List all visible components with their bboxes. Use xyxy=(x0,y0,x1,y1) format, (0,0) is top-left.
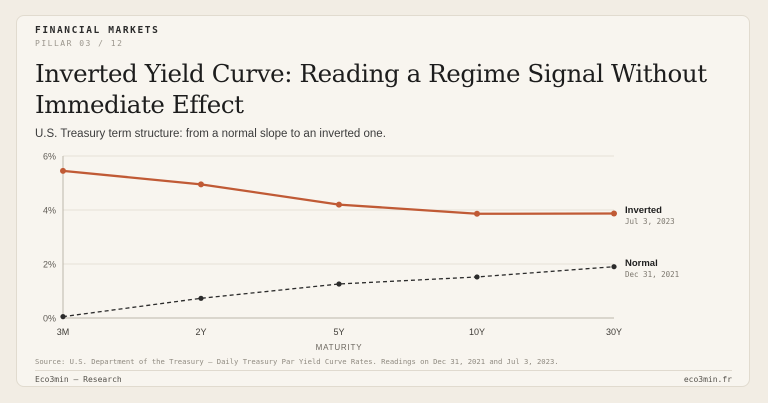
footer-site: eco3min.fr xyxy=(683,375,732,384)
chart-subtitle: U.S. Treasury term structure: from a nor… xyxy=(35,128,386,140)
y-tick-label: 6% xyxy=(43,152,56,162)
y-tick-label: 0% xyxy=(43,314,56,324)
x-tick-label: 5Y xyxy=(333,327,344,337)
data-point-inverted xyxy=(611,210,617,217)
data-point-inverted xyxy=(60,167,66,174)
data-point-inverted xyxy=(198,181,204,188)
series-label-normal: Normal xyxy=(625,258,658,269)
series-date-inverted: Jul 3, 2023 xyxy=(625,217,675,226)
x-tick-label: 10Y xyxy=(469,327,485,337)
series-line-normal xyxy=(62,266,615,318)
x-axis-title: MATURITY xyxy=(316,343,363,352)
y-tick-label: 2% xyxy=(43,260,56,270)
data-point-normal xyxy=(60,314,66,320)
chart-card xyxy=(16,15,750,387)
footer-divider xyxy=(35,370,732,371)
y-tick-label: 4% xyxy=(43,206,56,216)
pillar-counter: PILLAR 03 / 12 xyxy=(35,39,124,48)
data-point-normal xyxy=(474,274,480,280)
data-point-normal xyxy=(611,264,617,270)
x-tick-label: 3M xyxy=(57,327,70,337)
data-point-inverted xyxy=(474,210,480,217)
x-tick-label: 2Y xyxy=(195,327,206,337)
source-note: Source: U.S. Department of the Treasury … xyxy=(35,357,559,366)
footer-brand: Eco3min — Research xyxy=(35,375,122,384)
section-kicker: FINANCIAL MARKETS xyxy=(35,25,160,36)
data-point-normal xyxy=(198,295,204,301)
data-point-inverted xyxy=(336,201,342,208)
series-label-inverted: Inverted xyxy=(625,205,662,216)
page-title: Inverted Yield Curve: Reading a Regime S… xyxy=(35,59,707,119)
x-tick-label: 30Y xyxy=(606,327,622,337)
data-point-normal xyxy=(336,281,342,287)
series-date-normal: Dec 31, 2021 xyxy=(625,270,679,279)
